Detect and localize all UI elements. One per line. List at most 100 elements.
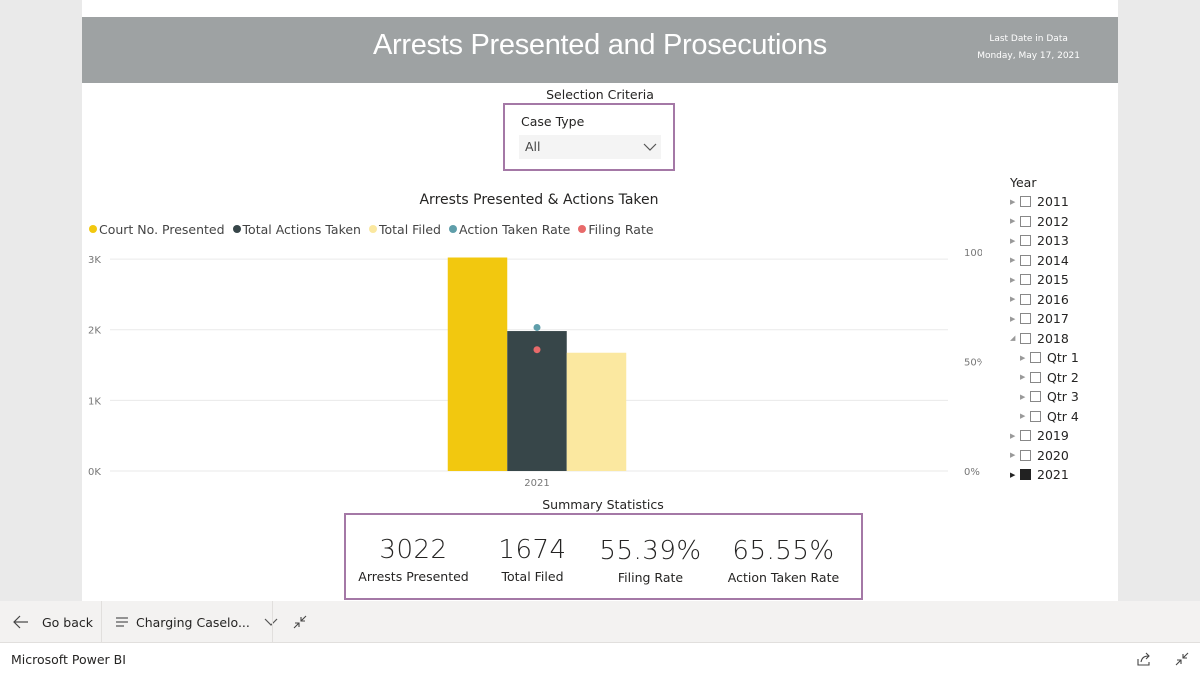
year-item[interactable]: ▶ 2012 (1010, 212, 1110, 232)
go-back-button[interactable]: Go back (12, 601, 93, 643)
checkbox[interactable] (1020, 293, 1031, 305)
point-action-taken-rate (533, 323, 541, 331)
expand-caret-icon[interactable]: ▶ (1020, 373, 1026, 382)
slicer-item-label: 2017 (1037, 311, 1069, 327)
legend-label: Filing Rate (588, 221, 654, 237)
year-item[interactable]: ▶ 2011 (1010, 192, 1110, 212)
case-type-dropdown[interactable]: All (519, 135, 661, 159)
checkbox[interactable] (1020, 430, 1031, 442)
bar-total-actions-taken (507, 331, 567, 471)
report-canvas: Arrests Presented and Prosecutions Last … (82, 0, 1118, 601)
legend-item[interactable]: Filing Rate (578, 221, 654, 237)
checkbox[interactable] (1020, 313, 1031, 325)
year-item[interactable]: ▶ 2016 (1010, 290, 1110, 310)
checkbox[interactable] (1030, 410, 1041, 422)
slicer-item-label: Qtr 3 (1047, 389, 1079, 405)
legend-item[interactable]: Action Taken Rate (448, 222, 570, 237)
slicer-item-label: 2014 (1037, 252, 1069, 268)
stat-total-filed: 1674 Total Filed (480, 535, 585, 584)
stat-label: Filing Rate (617, 570, 684, 585)
summary-title: Summary Statistics (542, 497, 664, 512)
quarter-item[interactable]: ▶ Qtr 4 (1010, 407, 1110, 427)
stat-value: 1674 (498, 535, 567, 565)
expand-caret-icon[interactable]: ▶ (1020, 353, 1026, 362)
collapse-icon (293, 615, 307, 629)
legend-item[interactable]: Total Actions Taken (232, 222, 361, 237)
exit-fullscreen-button[interactable] (292, 601, 308, 643)
go-back-label: Go back (42, 614, 94, 630)
y-tick-label: 3K (88, 255, 101, 266)
expand-caret-icon[interactable]: ▶ (1010, 236, 1016, 245)
expand-caret-icon[interactable]: ▶ (1010, 275, 1016, 284)
y2-tick-label: 50% (964, 358, 982, 369)
x-tick-label: 2021 (524, 478, 549, 489)
last-date-value: Monday, May 17, 2021 (977, 51, 1080, 61)
quarter-item[interactable]: ▶ Qtr 1 (1010, 348, 1110, 368)
legend-dot-total-filed (368, 225, 377, 233)
checkbox[interactable] (1020, 215, 1031, 227)
combo-chart: 0K 1K 2K 3K 0% 50% 100% 2021 (88, 248, 982, 489)
checkbox[interactable] (1020, 469, 1031, 481)
slicer-item-label: 2018 (1037, 330, 1069, 346)
bottom-bar: Go back Charging Caselo... (0, 601, 1200, 643)
collapse-icon[interactable] (1174, 651, 1190, 667)
year-item-selected[interactable]: ▶ 2021 (1010, 465, 1110, 485)
stat-value: 55.39% (599, 536, 702, 566)
year-item[interactable]: ▶ 2014 (1010, 251, 1110, 271)
checkbox[interactable] (1020, 235, 1031, 247)
expand-caret-icon[interactable]: ▶ (1010, 431, 1016, 440)
expand-caret-icon[interactable]: ▶ (1010, 197, 1016, 206)
quarter-item[interactable]: ▶ Qtr 2 (1010, 368, 1110, 388)
stat-action-taken-rate: 65.55% Action Taken Rate (716, 536, 851, 585)
checkbox[interactable] (1030, 352, 1041, 364)
stat-label: Action Taken Rate (727, 570, 840, 585)
checkbox[interactable] (1030, 391, 1041, 403)
expand-caret-icon[interactable]: ▶ (1010, 217, 1016, 226)
legend-item[interactable]: Court No. Presented (89, 222, 225, 237)
page-selector[interactable]: Charging Caselo... (115, 601, 278, 643)
expand-open-icon[interactable]: ◢ (1010, 334, 1016, 343)
expand-caret-icon[interactable]: ▶ (1020, 392, 1026, 401)
checkbox[interactable] (1020, 332, 1031, 344)
checkbox[interactable] (1020, 274, 1031, 286)
legend-item[interactable]: Total Filed (368, 222, 441, 237)
expand-caret-icon[interactable]: ▶ (1010, 314, 1016, 323)
checkbox[interactable] (1030, 371, 1041, 383)
slicer-item-label: 2015 (1037, 272, 1069, 288)
summary-card: 3022 Arrests Presented 1674 Total Filed … (344, 513, 863, 600)
year-item[interactable]: ▶ 2019 (1010, 426, 1110, 446)
expand-caret-icon[interactable]: ▶ (1010, 256, 1016, 265)
last-date-label: Last Date in Data (989, 34, 1068, 44)
year-item[interactable]: ▶ 2017 (1010, 309, 1110, 329)
slicer-item-label: 2011 (1037, 194, 1069, 210)
report-header: Arrests Presented and Prosecutions Last … (82, 17, 1118, 83)
bar-court-no-presented (447, 257, 508, 471)
year-slicer: Year ▶ 2011 ▶ 2012 ▶ 2013 ▶ 2014 ▶ 2015 ▶ 2016 ▶ 2017… (1010, 175, 1110, 485)
page-title: Arrests Presented and Prosecutions (372, 29, 828, 61)
stat-label: Arrests Presented (358, 569, 469, 584)
quarter-item[interactable]: ▶ Qtr 3 (1010, 387, 1110, 407)
slicer-item-label: Qtr 4 (1047, 408, 1079, 424)
checkbox[interactable] (1020, 196, 1031, 208)
y-tick-label: 0K (88, 467, 101, 478)
slicer-item-label: 2012 (1037, 213, 1069, 229)
last-date-block: Last Date in Data Monday, May 17, 2021 (977, 31, 1080, 65)
app-bar: Microsoft Power BI (0, 643, 1200, 675)
stat-value: 65.55% (732, 536, 835, 566)
expand-caret-icon[interactable]: ▶ (1010, 295, 1016, 304)
year-item[interactable]: ◢ 2018 (1010, 329, 1110, 349)
app-icons (1136, 651, 1190, 667)
year-item[interactable]: ▶ 2013 (1010, 231, 1110, 251)
year-slicer-title: Year (1010, 175, 1037, 190)
expand-caret-icon[interactable]: ▶ (1010, 451, 1016, 460)
legend-dot-court-presented (89, 225, 97, 233)
checkbox[interactable] (1020, 449, 1031, 461)
checkbox[interactable] (1020, 254, 1031, 266)
expand-caret-icon[interactable]: ▶ (1010, 470, 1016, 479)
year-item[interactable]: ▶ 2015 (1010, 270, 1110, 290)
stat-label: Total Filed (501, 569, 564, 584)
expand-caret-icon[interactable]: ▶ (1020, 412, 1026, 421)
legend-dot-filing-rate (578, 225, 587, 233)
share-icon[interactable] (1136, 651, 1152, 667)
year-item[interactable]: ▶ 2020 (1010, 446, 1110, 466)
